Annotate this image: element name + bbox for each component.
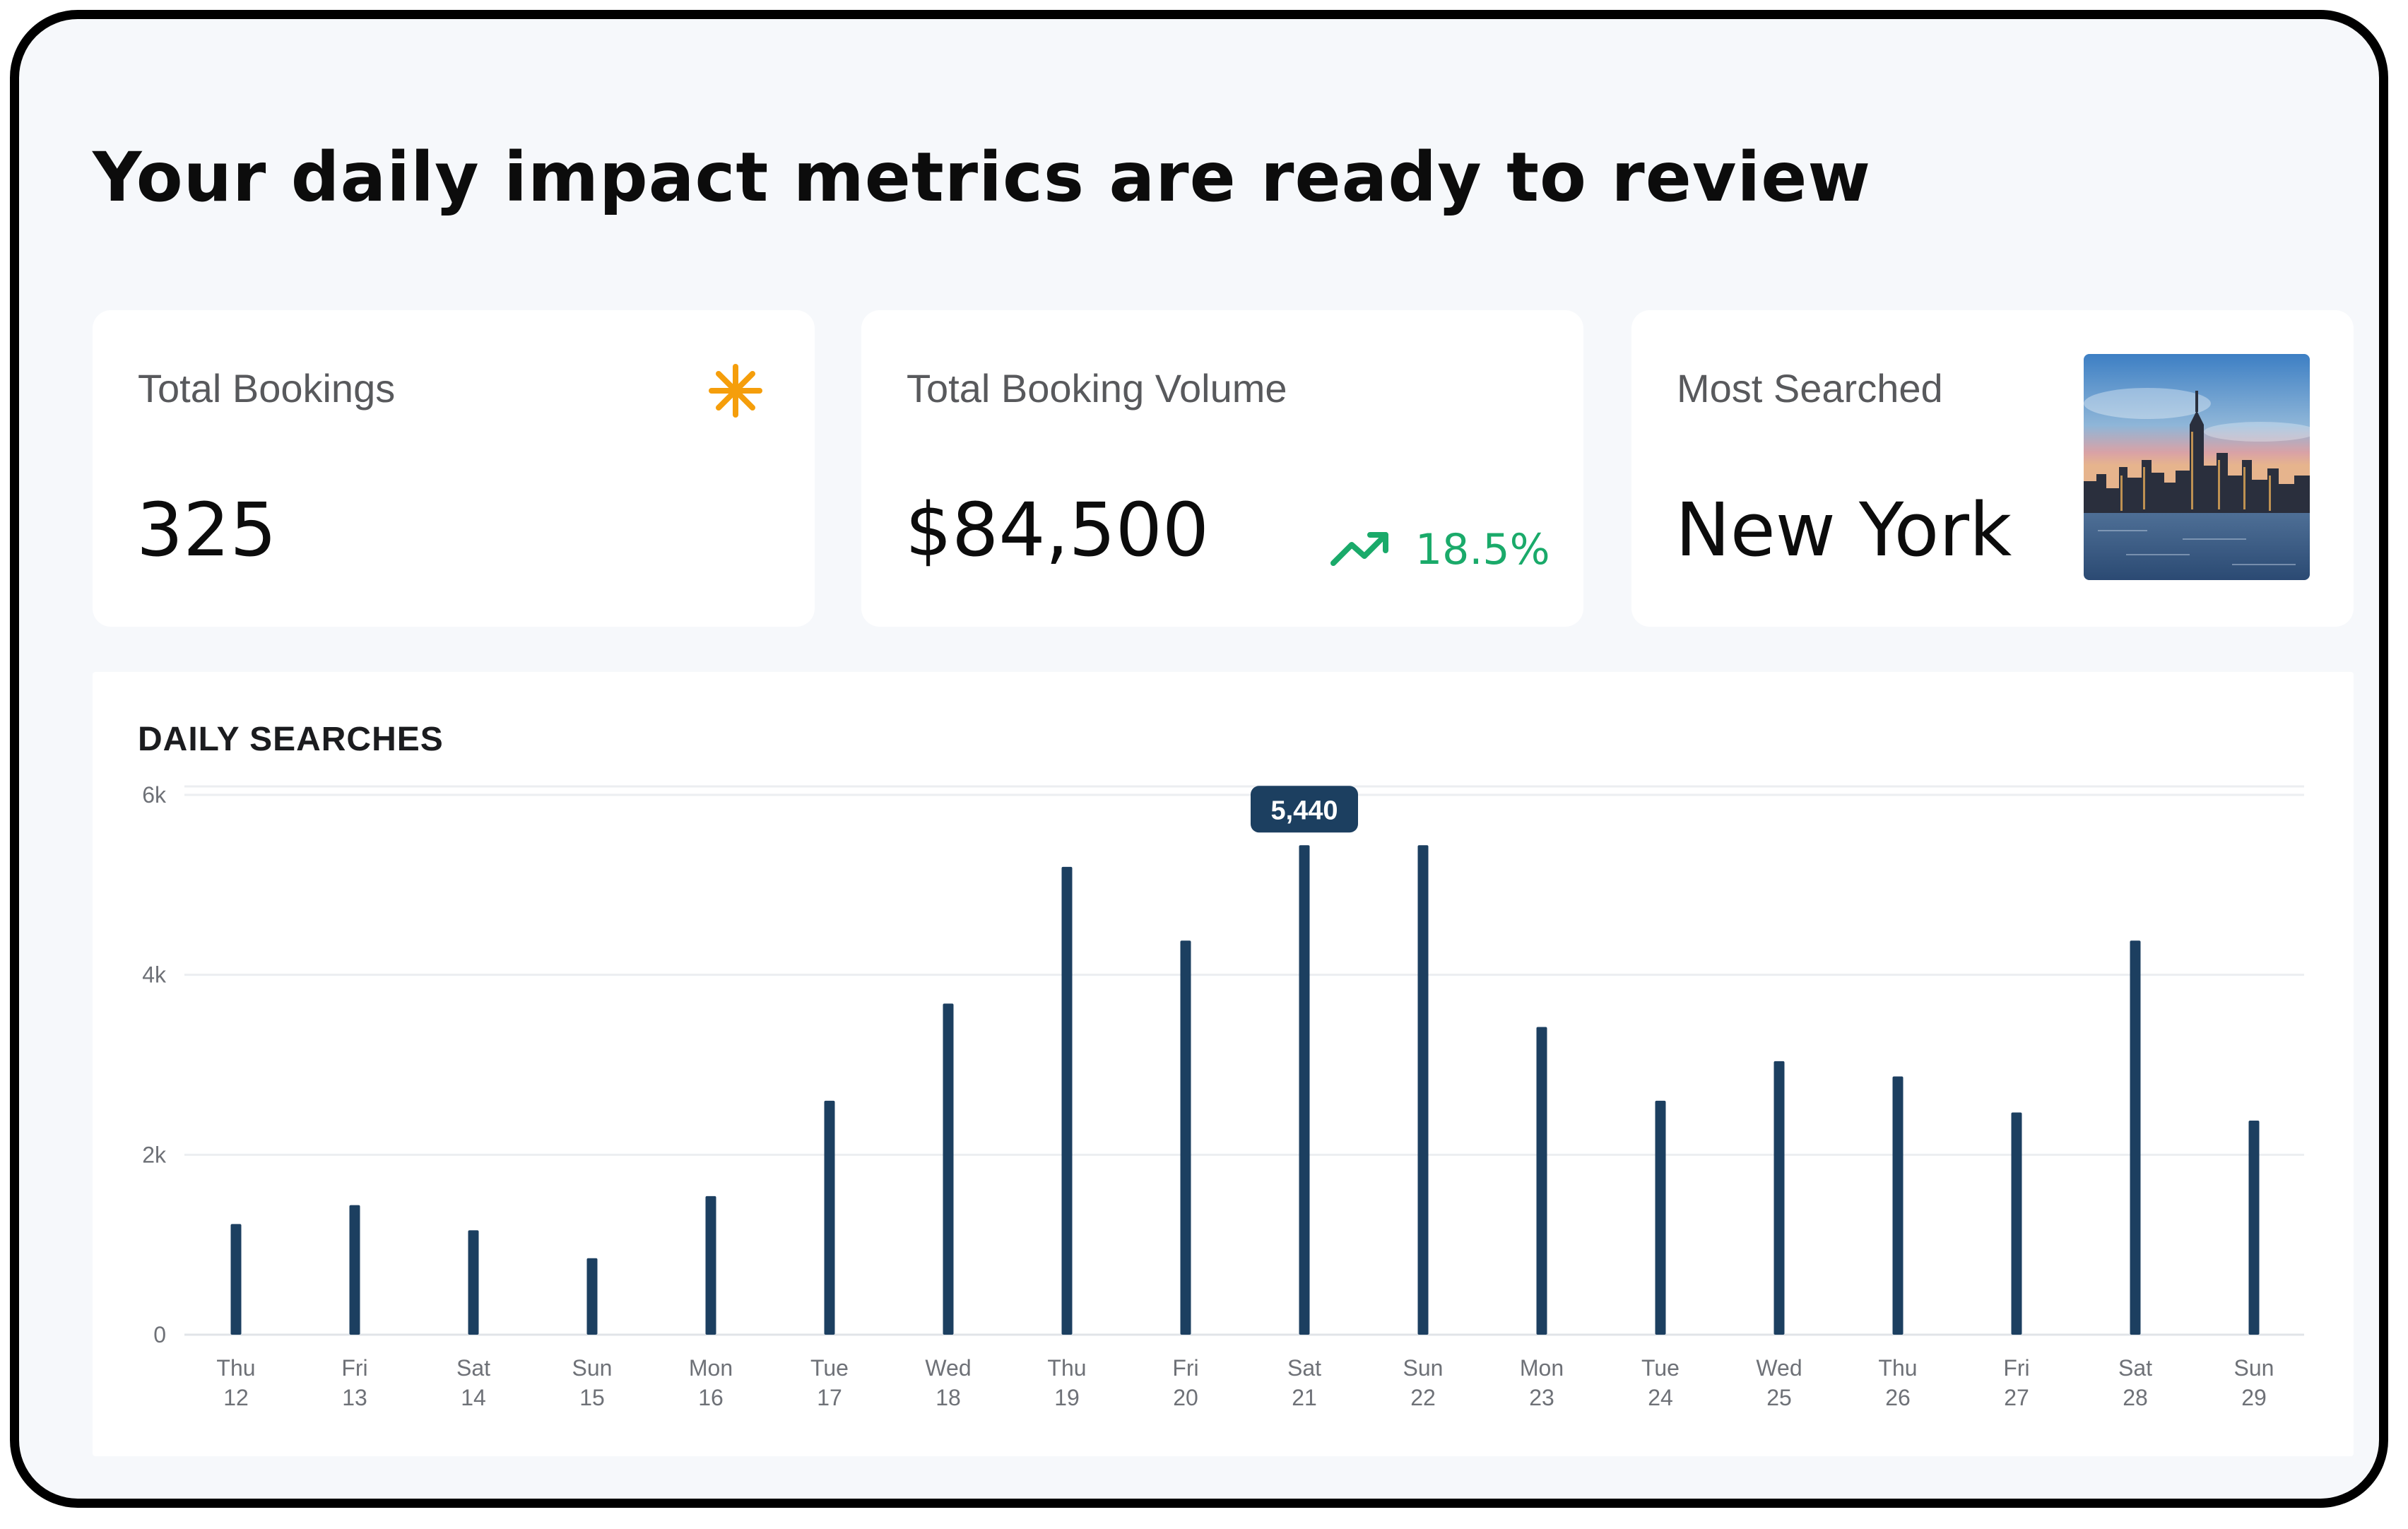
tooltip-value: 5,440 <box>1270 796 1338 825</box>
total-booking-volume-label: Total Booking Volume <box>907 366 1287 411</box>
total-bookings-label: Total Bookings <box>138 366 396 411</box>
total-booking-volume-value: $84,500 <box>905 487 1210 573</box>
bar-fri-27[interactable] <box>2011 1112 2022 1335</box>
daily-searches-card: DAILY SEARCHES 0 2k 4k 6k Thu 12 Fri 13 Sat 14 Sun… <box>93 672 2354 1456</box>
x-tick-label-day: Sat <box>2118 1355 2152 1381</box>
x-tick-label-date: 17 <box>817 1385 842 1410</box>
bar-wed-25[interactable] <box>1773 1061 1785 1335</box>
x-tick-label-date: 14 <box>461 1385 486 1410</box>
bar-fri-20[interactable] <box>1180 940 1191 1335</box>
x-tick-label-day: Tue <box>1641 1355 1680 1381</box>
asterisk-icon <box>707 362 764 419</box>
x-tick-label-day: Thu <box>1047 1355 1086 1381</box>
x-tick-label-day: Sun <box>2234 1355 2274 1381</box>
x-tick-label-day: Fri <box>341 1355 367 1381</box>
x-tick-label-date: 20 <box>1173 1385 1198 1410</box>
x-tick-label-day: Sun <box>572 1355 613 1381</box>
new-york-skyline-photo <box>2084 354 2310 580</box>
bar-tue-24[interactable] <box>1655 1100 1666 1335</box>
bar-sat-14[interactable] <box>468 1230 479 1335</box>
most-searched-label: Most Searched <box>1677 366 1943 411</box>
x-tick-label-date: 22 <box>1410 1385 1436 1410</box>
total-booking-volume-card[interactable]: Total Booking Volume $84,500 18.5% <box>861 310 1583 627</box>
trend-indicator: 18.5% <box>1330 525 1550 574</box>
x-tick-label-date: 28 <box>2123 1385 2148 1410</box>
x-tick-label-day: Fri <box>1172 1355 1198 1381</box>
y-tick-label: 4k <box>142 962 167 988</box>
dashboard-frame: Your daily impact metrics are ready to r… <box>10 10 2388 1508</box>
y-tick-label: 6k <box>142 782 167 808</box>
x-tick-label-day: Mon <box>1520 1355 1564 1381</box>
x-tick-label-day: Sat <box>1287 1355 1321 1381</box>
x-tick-label-date: 23 <box>1529 1385 1554 1410</box>
x-tick-label-date: 27 <box>2004 1385 2029 1410</box>
bar-wed-18[interactable] <box>943 1003 954 1335</box>
x-tick-label-day: Wed <box>1756 1355 1802 1381</box>
x-tick-label-day: Sat <box>456 1355 490 1381</box>
x-tick-label-date: 12 <box>223 1385 249 1410</box>
x-tick-label-date: 19 <box>1054 1385 1080 1410</box>
most-searched-value: New York <box>1675 487 2012 573</box>
x-tick-label-date: 18 <box>936 1385 961 1410</box>
bar-tue-17[interactable] <box>824 1100 835 1335</box>
daily-searches-chart: 0 2k 4k 6k Thu 12 Fri 13 Sat 14 Sun 15 Mon 16 Tue 17 Wed… <box>142 782 2304 1410</box>
trend-percentage: 18.5% <box>1415 525 1550 574</box>
bar-sat-21[interactable] <box>1299 845 1310 1335</box>
x-tick-label-day: Sun <box>1403 1355 1444 1381</box>
bar-sun-22[interactable] <box>1417 845 1429 1335</box>
bar-sun-29[interactable] <box>2248 1120 2260 1335</box>
bar-sun-15[interactable] <box>586 1258 598 1335</box>
most-searched-card[interactable]: Most Searched New York <box>1631 310 2354 627</box>
bar-fri-13[interactable] <box>349 1205 360 1335</box>
total-bookings-card[interactable]: Total Bookings 325 <box>93 310 815 627</box>
x-tick-label-day: Thu <box>216 1355 255 1381</box>
value-tooltip: 5,440 <box>1251 786 1358 833</box>
x-tick-label-day: Tue <box>810 1355 849 1381</box>
x-tick-label-date: 25 <box>1766 1385 1792 1410</box>
chart-title: DAILY SEARCHES <box>138 721 444 758</box>
x-tick-label-date: 13 <box>342 1385 367 1410</box>
trending-up-icon <box>1330 529 1391 571</box>
bar-mon-16[interactable] <box>705 1196 716 1335</box>
bar-sat-28[interactable] <box>2130 940 2141 1335</box>
x-tick-label-day: Mon <box>689 1355 733 1381</box>
page-title: Your daily impact metrics are ready to r… <box>93 138 1872 217</box>
x-tick-label-day: Thu <box>1878 1355 1917 1381</box>
x-tick-label-date: 26 <box>1885 1385 1911 1410</box>
y-tick-label: 0 <box>153 1322 166 1347</box>
x-tick-label-date: 24 <box>1648 1385 1673 1410</box>
y-tick-label: 2k <box>142 1142 167 1167</box>
x-tick-label-day: Fri <box>2003 1355 2029 1381</box>
x-tick-label-date: 21 <box>1292 1385 1317 1410</box>
total-bookings-value: 325 <box>136 487 277 573</box>
bar-thu-19[interactable] <box>1061 866 1073 1335</box>
bar-mon-23[interactable] <box>1536 1027 1547 1335</box>
bar-thu-26[interactable] <box>1892 1076 1904 1335</box>
x-tick-label-day: Wed <box>925 1355 971 1381</box>
x-tick-label-date: 16 <box>698 1385 724 1410</box>
tooltip-background <box>1251 786 1358 833</box>
x-tick-label-date: 29 <box>2241 1385 2267 1410</box>
bar-thu-12[interactable] <box>230 1224 242 1335</box>
x-tick-label-date: 15 <box>579 1385 605 1410</box>
